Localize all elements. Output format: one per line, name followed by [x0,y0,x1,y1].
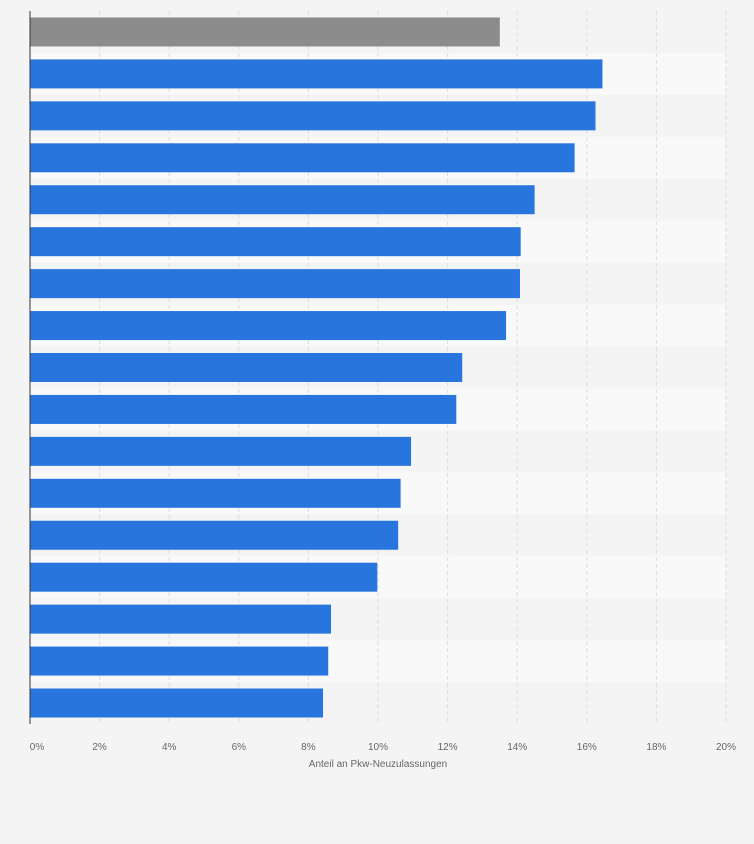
x-tick-label: 18% [646,742,666,753]
x-tick-label: 6% [232,742,247,753]
bar [30,562,378,592]
x-axis-ticks: 0% 2% 4% 6% 8% 10% 12% 14% 16% 18% 20% [30,742,736,753]
bar [30,604,332,634]
x-tick-label: 4% [162,742,177,753]
bar [30,17,500,47]
bar [30,143,575,173]
x-tick-label: 0% [30,742,45,753]
bar [30,101,596,131]
x-tick-label: 12% [438,742,458,753]
bar [30,520,399,550]
x-tick-label: 14% [507,742,527,753]
bar [30,185,535,215]
x-tick-label: 20% [716,742,736,753]
bar [30,227,521,257]
x-tick-label: 8% [301,742,316,753]
bar [30,269,520,299]
bar [30,646,329,676]
bar [30,478,401,508]
bar [30,436,412,466]
x-tick-label: 10% [368,742,388,753]
bar [30,688,324,718]
bar [30,311,507,341]
bar [30,394,457,424]
bar [30,352,463,382]
x-axis-title: Anteil an Pkw-Neuzulassungen [309,759,447,770]
bars [30,17,603,718]
x-tick-label: 16% [577,742,597,753]
bar [30,59,603,89]
x-tick-label: 2% [92,742,107,753]
